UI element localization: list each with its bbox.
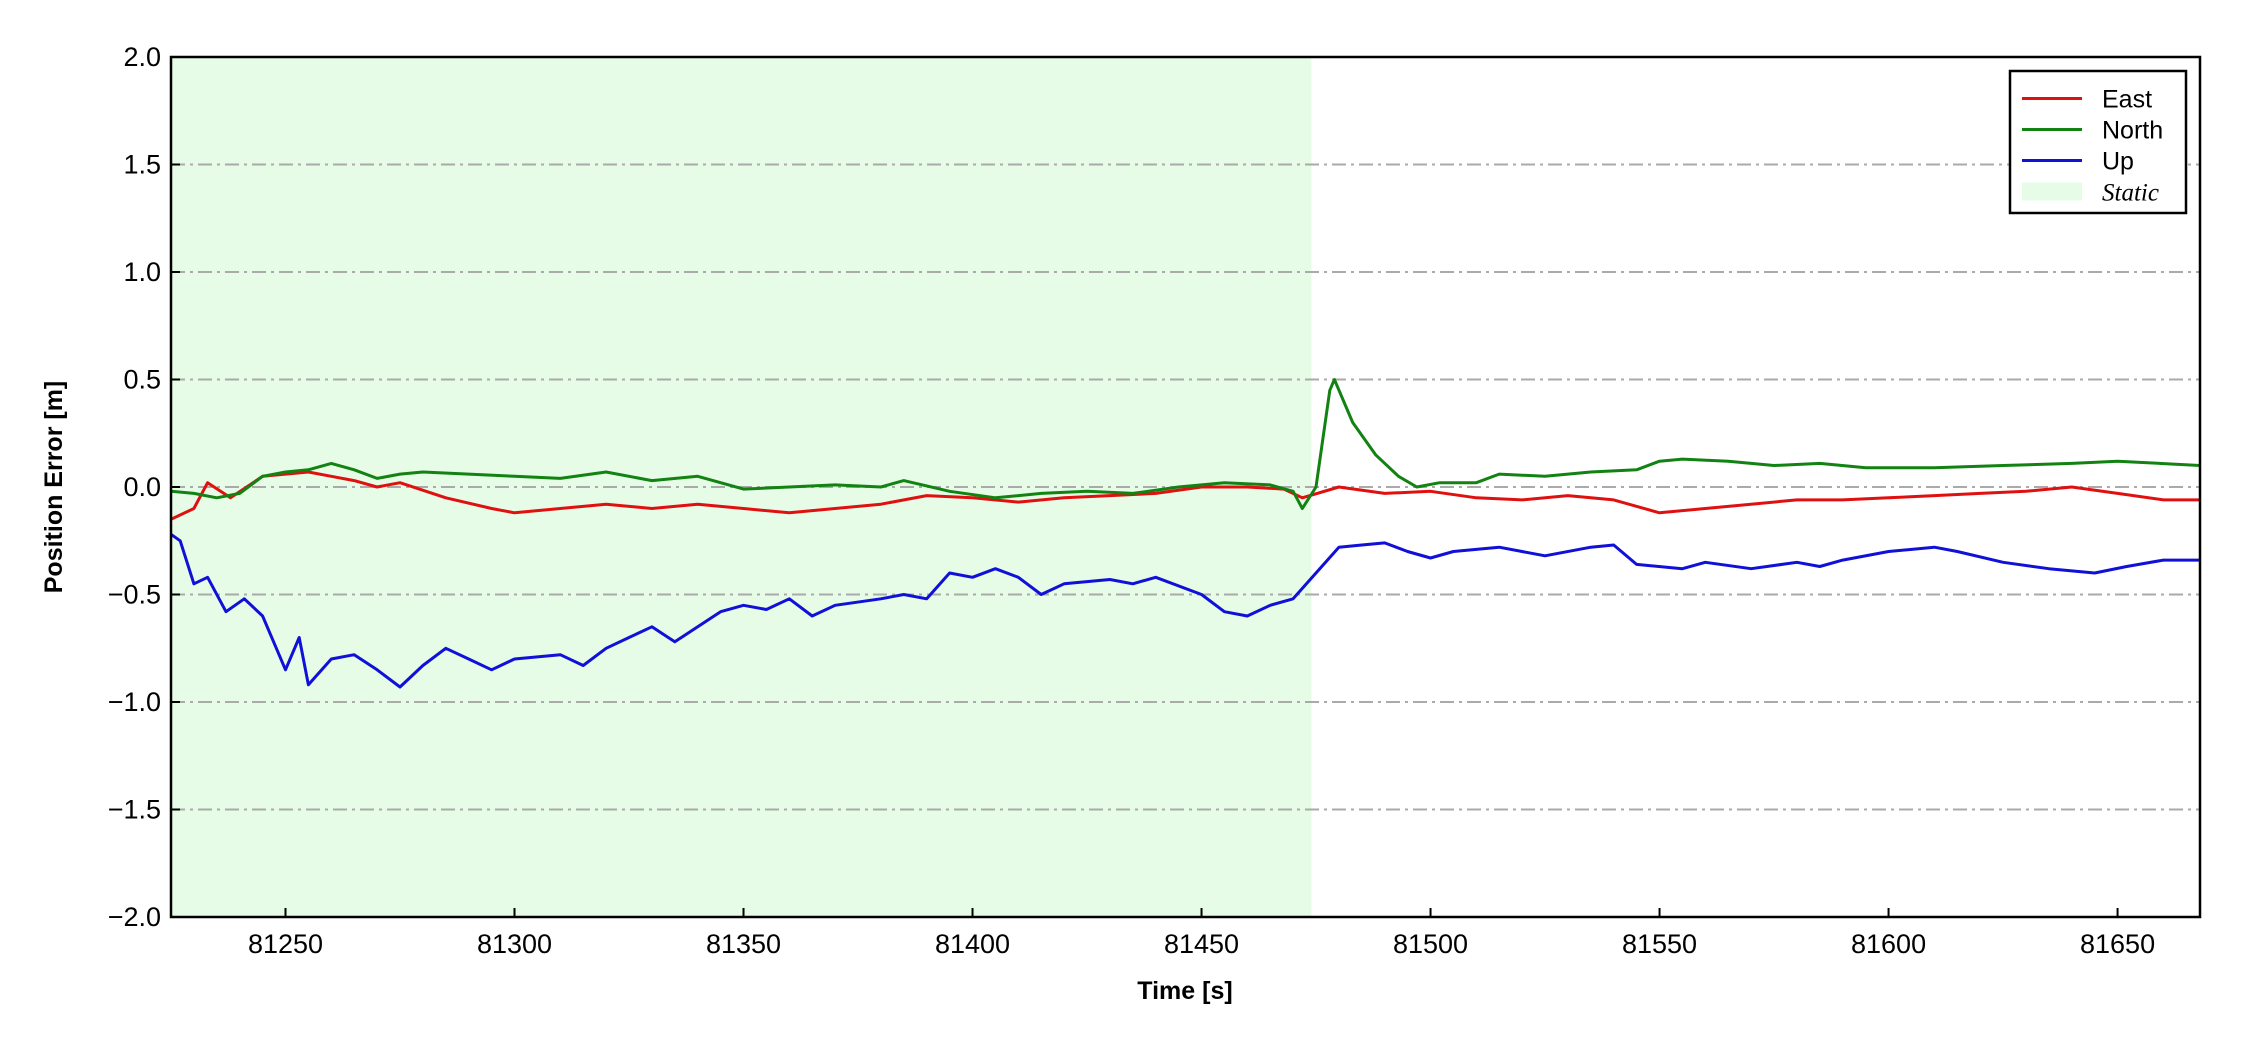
y-tick-label: 1.5: [123, 150, 161, 180]
y-axis-label: Position Error [m]: [40, 381, 68, 594]
x-tick-label: 81500: [1393, 929, 1468, 959]
x-tick-label: 81300: [477, 929, 552, 959]
x-tick-label: 81650: [2080, 929, 2155, 959]
y-tick-label: −0.5: [108, 580, 161, 610]
x-tick-label: 81400: [935, 929, 1010, 959]
y-tick-label: 0.5: [123, 365, 161, 395]
x-axis-label: Time [s]: [1137, 977, 1232, 1005]
y-tick-label: 1.0: [123, 257, 161, 287]
x-tick-label: 81250: [248, 929, 323, 959]
y-tick-label: −2.0: [108, 902, 161, 932]
legend-box: [2008, 69, 2188, 215]
y-tick-label: −1.0: [108, 687, 161, 717]
x-tick-label: 81350: [706, 929, 781, 959]
y-tick-label: 2.0: [123, 42, 161, 72]
legend: East North Up Static: [2008, 69, 2188, 215]
x-tick-label: 81550: [1622, 929, 1697, 959]
legend-label: East: [2102, 86, 2152, 114]
series-line: [171, 533, 2200, 689]
legend-label: Static: [2102, 180, 2159, 207]
y-tick-label: −1.5: [108, 795, 161, 825]
x-tick-label: 81600: [1851, 929, 1926, 959]
ticks: −2.0 −1.5 −1.0 −0.5 0.0 0.5 1.0 1.5 2.0 81250 8130…: [108, 42, 2155, 959]
series-line: [171, 470, 2200, 521]
legend-swatch: [2022, 182, 2082, 201]
series-line: [171, 378, 2200, 510]
legend-label: North: [2102, 117, 2163, 145]
data-lines: [171, 378, 2200, 689]
x-tick-label: 81450: [1164, 929, 1239, 959]
y-tick-label: 0.0: [123, 472, 161, 502]
legend-label: Up: [2102, 148, 2134, 176]
